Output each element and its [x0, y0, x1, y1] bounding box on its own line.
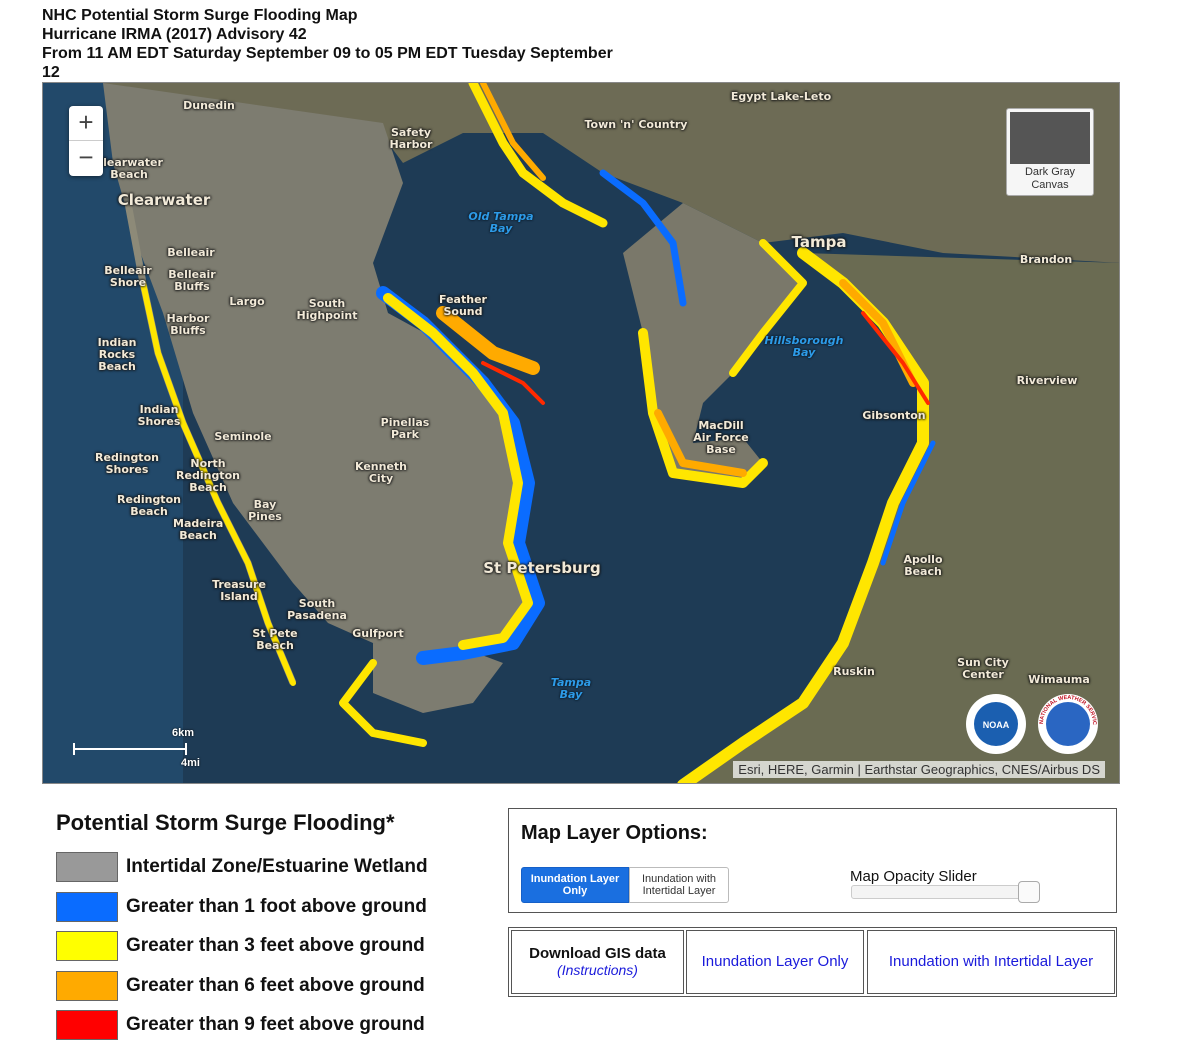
legend-swatch [56, 852, 118, 882]
place-label: Treasure Island [212, 578, 266, 603]
layer-options: Map Layer Options: Inundation Layer Only… [508, 808, 1117, 913]
zoom-control: + − [69, 106, 103, 176]
legend-item: Greater than 9 feet above ground [56, 1010, 425, 1040]
zoom-in[interactable]: + [69, 106, 103, 141]
place-label: Apollo Beach [903, 553, 943, 578]
place-label: South Pasadena [287, 597, 347, 622]
slider-handle[interactable] [1018, 881, 1040, 903]
legend-label: Intertidal Zone/Estuarine Wetland [126, 856, 428, 877]
basemap-thumb [1010, 112, 1090, 164]
attribution: Esri, HERE, Garmin | Earthstar Geographi… [733, 761, 1105, 778]
scale-mi: 4mi [181, 757, 200, 769]
place-label: Kenneth City [355, 460, 408, 485]
instructions-link[interactable]: (Instructions) [557, 962, 638, 978]
map-overlay: NOAA NATIONAL WEATHER SERVICE [43, 83, 1097, 755]
place-label: Brandon [1019, 253, 1073, 266]
header-line: Hurricane IRMA (2017) Advisory 42 [42, 26, 307, 43]
place-label: Wimauma [1028, 673, 1090, 686]
scale-km: 6km [172, 727, 195, 739]
place-label: Belleair Bluffs [168, 268, 216, 293]
slider-track[interactable] [851, 885, 1039, 899]
map-imagery [43, 83, 1119, 783]
layer-button[interactable]: Inundation Layer Only [521, 867, 629, 903]
place-label: Madeira Beach [173, 517, 224, 542]
legend-swatch [56, 931, 118, 961]
slider-label: Map Opacity Slider [850, 868, 977, 885]
place-label: MacDill Air Force Base [693, 419, 749, 456]
zoom-out[interactable]: − [78, 142, 94, 172]
place-label: Safety Harbor [389, 126, 433, 151]
place-label: Redington Beach [117, 493, 181, 518]
place-label: Egypt Lake-Leto [730, 90, 832, 103]
legend-item: Greater than 3 feet above ground [56, 931, 425, 961]
logo-nws-text: NATIONAL WEATHER SERVICE [43, 83, 1097, 725]
water-label: Tampa Bay [550, 676, 592, 701]
place-label: Indian Shores [137, 403, 181, 428]
water-label: Old Tampa Bay [468, 210, 534, 235]
download-cell: Download GIS data (Instructions) [511, 930, 684, 994]
place-label: Dunedin [183, 99, 235, 112]
water-label: Hillsborough Bay [764, 334, 844, 359]
download-title: Download GIS data [529, 945, 666, 962]
legend-items: Intertidal Zone/Estuarine Wetland Greater… [56, 852, 428, 1040]
place-label: Gulfport [352, 627, 404, 640]
place-label: Seminole [214, 430, 272, 443]
place-label: Town 'n' Country [584, 118, 688, 131]
place-label: Gibsonton [862, 409, 926, 422]
legend: Potential Storm Surge Flooding* Intertid… [56, 810, 428, 1050]
legend-label: Greater than 6 feet above ground [126, 974, 425, 996]
header: NHC Potential Storm Surge Flooding Map H… [42, 6, 632, 82]
legend-item: Intertidal Zone/Estuarine Wetland [56, 852, 428, 882]
logo-noaa: NOAA [983, 720, 1010, 730]
place-label: Indian Rocks Beach [97, 336, 137, 373]
place-label: Largo [229, 295, 265, 308]
place-label: South Highpoint [296, 297, 358, 322]
map[interactable]: NOAA NATIONAL WEATHER SERVICE Dunedin Saf… [42, 82, 1120, 784]
place-label: Redington Shores [95, 451, 159, 476]
place-label: Harbor Bluffs [166, 312, 210, 337]
place-label: Feather Sound [439, 293, 487, 318]
place-label: Tampa [791, 233, 847, 251]
basemap-toggle[interactable]: Dark Gray Canvas [1006, 108, 1094, 196]
place-label: Sun City Center [957, 656, 1009, 681]
legend-item: Greater than 1 foot above ground [56, 891, 427, 922]
place-label: Riverview [1016, 374, 1078, 387]
legend-swatch [56, 970, 118, 1001]
place-label: Clearwater [117, 191, 211, 209]
place-label: Pinellas Park [380, 416, 430, 441]
basemap-label: Dark Gray Canvas [1024, 166, 1076, 191]
place-label: Bay Pines [248, 498, 282, 523]
legend-title: Potential Storm Surge Flooding* [56, 810, 395, 835]
download-cell: Inundation with Intertidal Layer [867, 930, 1115, 994]
place-label: St Pete Beach [252, 627, 298, 652]
downloads: Download GIS data (Instructions) Inundat… [508, 927, 1117, 997]
legend-item: Greater than 6 feet above ground [56, 970, 425, 1001]
download-link[interactable]: Inundation with Intertidal Layer [888, 953, 1094, 970]
place-label: North Redington Beach [176, 457, 240, 494]
place-label: Ruskin [833, 665, 875, 678]
legend-swatch [56, 1010, 118, 1040]
place-label: Clearwater Beach [95, 156, 163, 181]
download-link[interactable]: Inundation Layer Only [701, 953, 849, 970]
header-line: NHC Potential Storm Surge Flooding Map [42, 7, 358, 24]
layer-options-title: Map Layer Options: [521, 822, 708, 844]
place-label: Belleair [167, 246, 215, 259]
download-cell: Inundation Layer Only [686, 930, 864, 994]
layer-button[interactable]: Inundation with Intertidal Layer [629, 867, 729, 903]
legend-swatch [56, 891, 118, 922]
place-label: St Petersburg [483, 559, 601, 577]
legend-label: Greater than 3 feet above ground [126, 935, 425, 956]
legend-label: Greater than 1 foot above ground [126, 895, 427, 917]
header-line: From 11 AM EDT Saturday September 09 to … [42, 45, 613, 81]
legend-label: Greater than 9 feet above ground [126, 1014, 425, 1035]
place-label: Belleair Shore [104, 264, 152, 289]
logo-nws: NATIONAL WEATHER SERVICE [43, 83, 1097, 725]
